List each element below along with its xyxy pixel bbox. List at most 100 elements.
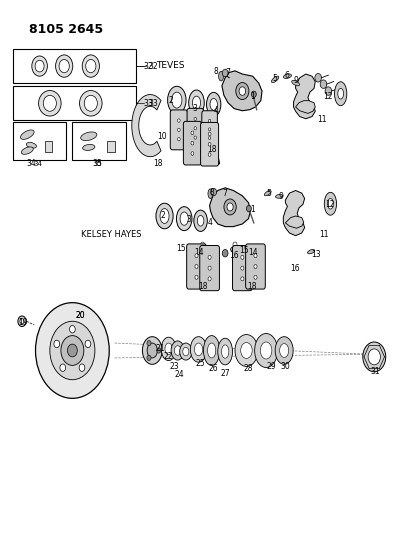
Text: TEVES: TEVES — [157, 61, 185, 70]
Circle shape — [208, 266, 211, 270]
Ellipse shape — [275, 337, 293, 365]
Text: 5: 5 — [267, 189, 271, 198]
Text: 11: 11 — [317, 115, 327, 124]
FancyBboxPatch shape — [170, 110, 187, 150]
Ellipse shape — [143, 337, 162, 365]
Bar — [13, 49, 136, 83]
Ellipse shape — [206, 92, 221, 116]
Polygon shape — [210, 188, 251, 227]
Ellipse shape — [161, 337, 176, 361]
Ellipse shape — [171, 341, 184, 360]
Text: 18: 18 — [199, 282, 208, 291]
Ellipse shape — [156, 203, 173, 229]
Text: 4: 4 — [213, 106, 218, 115]
Circle shape — [325, 87, 332, 95]
Polygon shape — [283, 190, 305, 236]
Circle shape — [67, 344, 77, 357]
Ellipse shape — [160, 208, 169, 223]
Text: 30: 30 — [280, 362, 290, 371]
Ellipse shape — [43, 95, 56, 111]
Ellipse shape — [85, 60, 96, 72]
Ellipse shape — [241, 343, 252, 359]
Ellipse shape — [32, 56, 47, 76]
Ellipse shape — [189, 90, 204, 116]
Ellipse shape — [147, 343, 157, 358]
Circle shape — [208, 255, 211, 260]
Circle shape — [191, 131, 194, 135]
Circle shape — [147, 355, 151, 360]
Ellipse shape — [81, 132, 97, 141]
Bar — [107, 141, 115, 152]
Circle shape — [178, 128, 180, 132]
Ellipse shape — [255, 334, 277, 368]
Circle shape — [195, 264, 198, 269]
Ellipse shape — [227, 203, 233, 211]
Circle shape — [157, 348, 161, 353]
Text: 4: 4 — [207, 218, 212, 227]
Ellipse shape — [208, 189, 213, 198]
Ellipse shape — [222, 345, 229, 358]
Text: 7: 7 — [223, 189, 228, 198]
Circle shape — [211, 188, 217, 196]
Circle shape — [147, 341, 151, 346]
Ellipse shape — [210, 99, 217, 110]
Circle shape — [208, 136, 211, 140]
Ellipse shape — [235, 335, 258, 367]
Ellipse shape — [165, 343, 172, 355]
Text: 15: 15 — [239, 246, 248, 255]
Circle shape — [208, 277, 211, 281]
Circle shape — [241, 266, 244, 270]
Circle shape — [79, 364, 85, 372]
Text: 8: 8 — [213, 67, 218, 76]
Ellipse shape — [192, 96, 201, 109]
Text: 18: 18 — [154, 159, 163, 168]
Ellipse shape — [59, 60, 69, 72]
Ellipse shape — [55, 55, 73, 77]
Circle shape — [368, 349, 381, 365]
Ellipse shape — [39, 91, 61, 116]
Text: 1: 1 — [250, 205, 255, 214]
Text: 31: 31 — [371, 367, 380, 376]
Circle shape — [54, 340, 60, 348]
Text: 33: 33 — [143, 99, 153, 108]
Circle shape — [208, 153, 211, 156]
Circle shape — [208, 142, 211, 146]
Text: 21: 21 — [156, 344, 165, 353]
Ellipse shape — [231, 246, 240, 252]
Ellipse shape — [338, 88, 344, 99]
FancyBboxPatch shape — [183, 122, 201, 165]
Circle shape — [191, 141, 194, 145]
Text: 9: 9 — [279, 192, 284, 201]
Circle shape — [194, 136, 196, 139]
Circle shape — [241, 277, 244, 281]
Text: 2: 2 — [160, 212, 165, 221]
Circle shape — [247, 205, 252, 212]
Circle shape — [194, 127, 196, 130]
Text: 15: 15 — [176, 244, 186, 253]
Circle shape — [208, 119, 211, 122]
Ellipse shape — [26, 142, 37, 148]
Ellipse shape — [190, 337, 207, 362]
Ellipse shape — [194, 343, 203, 356]
Circle shape — [222, 249, 228, 257]
Text: 8105 2645: 8105 2645 — [29, 23, 104, 36]
Circle shape — [254, 254, 257, 258]
Circle shape — [195, 275, 198, 279]
Bar — [72, 122, 126, 160]
Text: 28: 28 — [244, 364, 253, 373]
Ellipse shape — [80, 91, 102, 116]
Ellipse shape — [224, 199, 236, 215]
Text: 35: 35 — [92, 159, 102, 168]
Circle shape — [208, 132, 211, 136]
Ellipse shape — [21, 147, 33, 155]
Ellipse shape — [279, 344, 289, 358]
Circle shape — [252, 91, 256, 98]
Circle shape — [194, 117, 196, 120]
FancyBboxPatch shape — [187, 108, 203, 148]
Ellipse shape — [261, 342, 272, 359]
Bar — [13, 122, 66, 160]
Ellipse shape — [264, 190, 271, 196]
Circle shape — [191, 152, 194, 155]
Polygon shape — [132, 94, 161, 157]
Bar — [13, 86, 136, 120]
